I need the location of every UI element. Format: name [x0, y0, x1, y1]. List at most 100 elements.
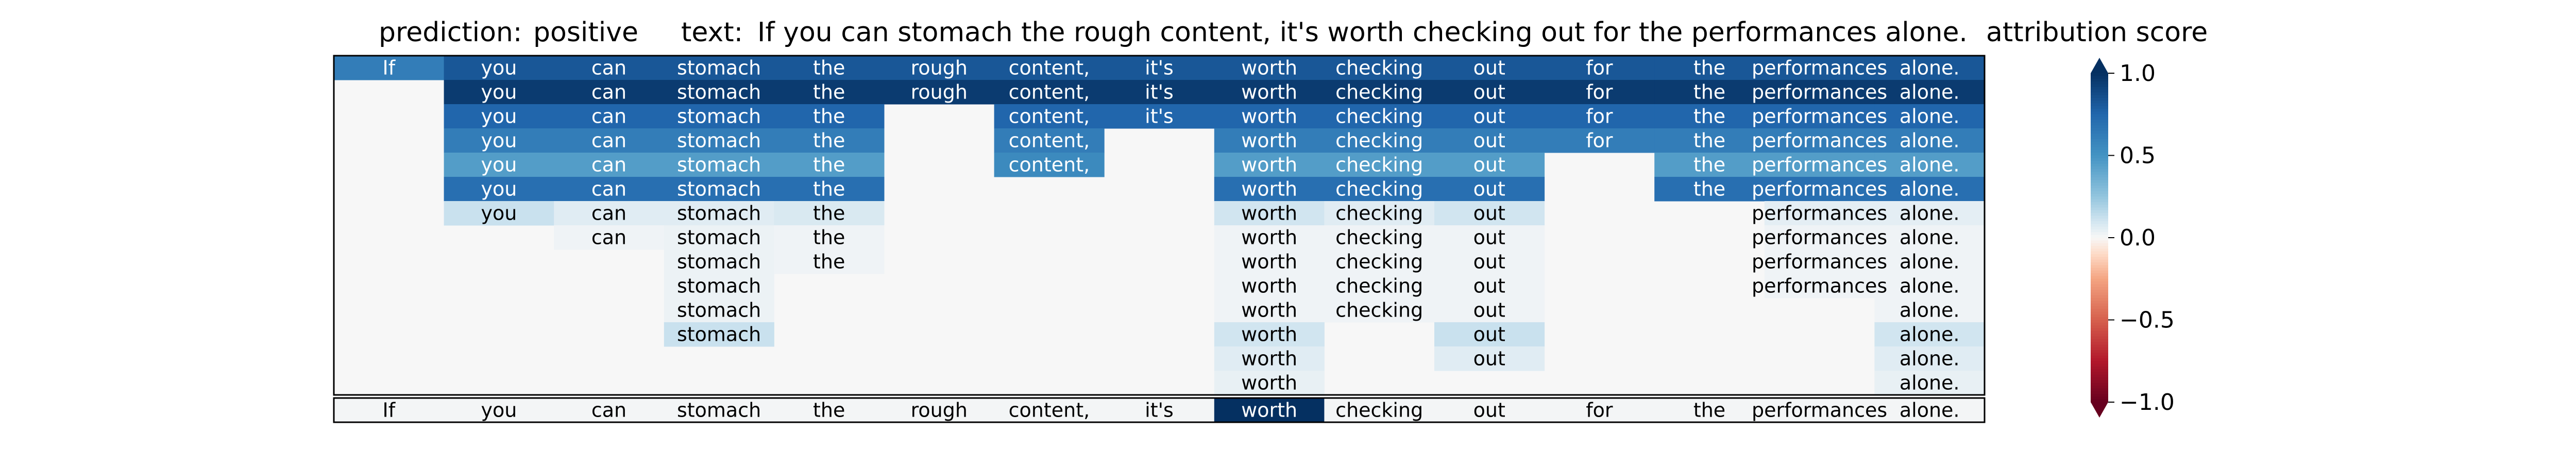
colorbar-segment: [2091, 262, 2108, 266]
summary-row-cell: [1324, 398, 1435, 423]
matrix-row-0-token-label: content,: [1009, 57, 1090, 79]
matrix-row-1-cell: [1324, 80, 1435, 105]
matrix-row-11-cell: [1874, 322, 1985, 347]
matrix-row-2-cell: [1214, 104, 1325, 129]
matrix-row-2-token-label: for: [1586, 105, 1613, 128]
colorbar-segment: [2091, 221, 2108, 225]
colorbar-segment: [2091, 133, 2108, 137]
matrix-row-5-token-label: the: [813, 178, 845, 201]
matrix-row-12-cell: [1874, 346, 1985, 371]
colorbar-segment: [2091, 73, 2108, 76]
colorbar-segment: [2091, 377, 2108, 381]
colorbar-segment: [2091, 166, 2108, 170]
matrix-row-3-cell: [1764, 128, 1875, 153]
summary-row-token-label: you: [481, 399, 517, 422]
matrix-row-4-cell: [994, 153, 1105, 177]
colorbar-segment: [2091, 196, 2108, 200]
colorbar-segment: [2091, 284, 2108, 288]
matrix-row-13-cell: [1214, 371, 1325, 395]
matrix-row-5-token-label: can: [591, 178, 626, 201]
matrix-row-10-cell: [1874, 298, 1985, 323]
summary-row-token-label: stomach: [677, 399, 761, 422]
matrix-row-5-cell: [554, 177, 665, 202]
colorbar-segment: [2091, 297, 2108, 301]
matrix-row-0-cell: [1544, 56, 1655, 80]
summary-row-cell: [1104, 398, 1215, 423]
matrix-row-8-token-label: stomach: [677, 251, 761, 273]
colorbar-segment: [2091, 245, 2108, 249]
matrix-row-4-cell: [1764, 153, 1875, 177]
colorbar-segment: [2091, 259, 2108, 263]
matrix-row-4-token-label: the: [813, 154, 845, 176]
matrix-row-4-token-label: performances: [1752, 154, 1887, 176]
colorbar-segment: [2091, 76, 2108, 79]
matrix-row-1-cell: [1764, 80, 1875, 105]
colorbar-segment: [2091, 111, 2108, 115]
colorbar-segment: [2091, 358, 2108, 361]
matrix-row-4-cell: [774, 153, 885, 177]
matrix-row-0-token-label: can: [591, 57, 626, 79]
matrix-row-12-cell: [1434, 346, 1545, 371]
matrix-row-0-token-label: the: [813, 57, 845, 79]
matrix-row-0-cell: [1104, 56, 1215, 80]
matrix-row-13-token-label: alone.: [1900, 372, 1960, 394]
matrix-row-11-token-label: alone.: [1900, 323, 1960, 346]
summary-row-token-label: it's: [1145, 399, 1174, 422]
matrix-row-1-token-label: for: [1586, 81, 1613, 104]
matrix-row-4-token-label: checking: [1335, 154, 1423, 176]
matrix-row-10-cell: [1324, 298, 1435, 323]
matrix-row-6-token-label: worth: [1241, 202, 1297, 225]
matrix-row-0-token-label: stomach: [677, 57, 761, 79]
matrix-row-4-token-label: alone.: [1900, 154, 1960, 176]
matrix-row-0-cell: [1214, 56, 1325, 80]
matrix-row-7-cell: [1434, 225, 1545, 250]
matrix-row-0-token-label: the: [1693, 57, 1725, 79]
matrix-row-0-token-label: checking: [1335, 57, 1423, 79]
colorbar-segment: [2091, 158, 2108, 161]
colorbar-segment: [2091, 243, 2108, 246]
matrix-border: [333, 55, 1986, 396]
matrix-row-11-cell: [1434, 322, 1545, 347]
matrix-row-3-cell: [1324, 128, 1435, 153]
matrix-row-6-token-label: you: [481, 202, 517, 225]
colorbar-segment: [2091, 317, 2108, 321]
matrix-row-10-cell: [1434, 298, 1545, 323]
matrix-row-6-cell: [554, 201, 665, 226]
matrix-row-1-cell: [1544, 80, 1655, 105]
matrix-row-8-cell: [1764, 250, 1875, 274]
colorbar-segment: [2091, 386, 2108, 389]
text-label: text:: [681, 17, 743, 48]
matrix-row-1-token-label: it's: [1145, 81, 1174, 104]
text-value: If you can stomach the rough content, it…: [757, 17, 1968, 48]
matrix-row-2-cell: [1544, 104, 1655, 129]
matrix-row-3-token-label: performances: [1752, 129, 1887, 152]
matrix-row-2-cell: [664, 104, 774, 129]
matrix-row-3-token-label: can: [591, 129, 626, 152]
matrix-row-0-cell: [1654, 56, 1765, 80]
matrix-row-1-cell: [554, 80, 665, 105]
colorbar-segment: [2091, 353, 2108, 356]
matrix-row-8-cell: [1324, 250, 1435, 274]
colorbar-segment: [2091, 205, 2108, 208]
matrix-row-3-token-label: for: [1586, 129, 1613, 152]
matrix-row-3-token-label: worth: [1241, 129, 1297, 152]
colorbar-segment: [2091, 172, 2108, 175]
matrix-row-1-cell: [1654, 80, 1765, 105]
matrix-row-6-cell: [1764, 201, 1875, 226]
matrix-row-4-cell: [664, 153, 774, 177]
colorbar-segment: [2091, 106, 2108, 109]
matrix-row-6-cell: [1434, 201, 1545, 226]
matrix-row-1-token-label: rough: [911, 81, 968, 104]
colorbar-segment: [2091, 394, 2108, 397]
colorbar-segment: [2091, 320, 2108, 323]
matrix-row-5-token-label: performances: [1752, 178, 1887, 201]
matrix-row-4-token-label: out: [1473, 154, 1505, 176]
matrix-row-9-cell: [1324, 274, 1435, 299]
matrix-row-11-token-label: stomach: [677, 323, 761, 346]
colorbar-title: attribution score: [1986, 17, 2208, 48]
colorbar-segment: [2091, 84, 2108, 88]
matrix-row-6-cell: [1324, 201, 1435, 226]
matrix-row-2-token-label: it's: [1145, 105, 1174, 128]
colorbar-segment: [2091, 101, 2108, 104]
